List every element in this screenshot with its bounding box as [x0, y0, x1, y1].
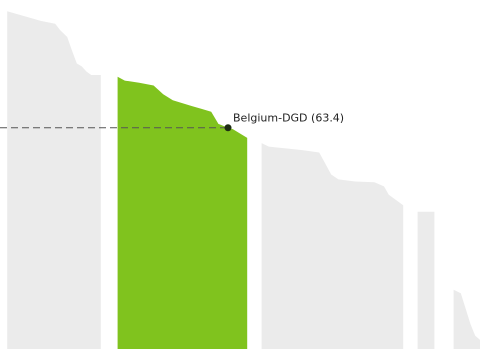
area-segment-5: [453, 289, 480, 349]
highlight-annotation: Belgium-DGD (63.4): [233, 112, 344, 125]
area-segment-1: [7, 11, 101, 349]
area-segment-3: [261, 143, 404, 349]
highlight-marker: [224, 124, 232, 132]
area-segment-highlighted: [117, 76, 248, 349]
area-segment-4: [417, 211, 435, 349]
area-segments: [7, 11, 480, 349]
